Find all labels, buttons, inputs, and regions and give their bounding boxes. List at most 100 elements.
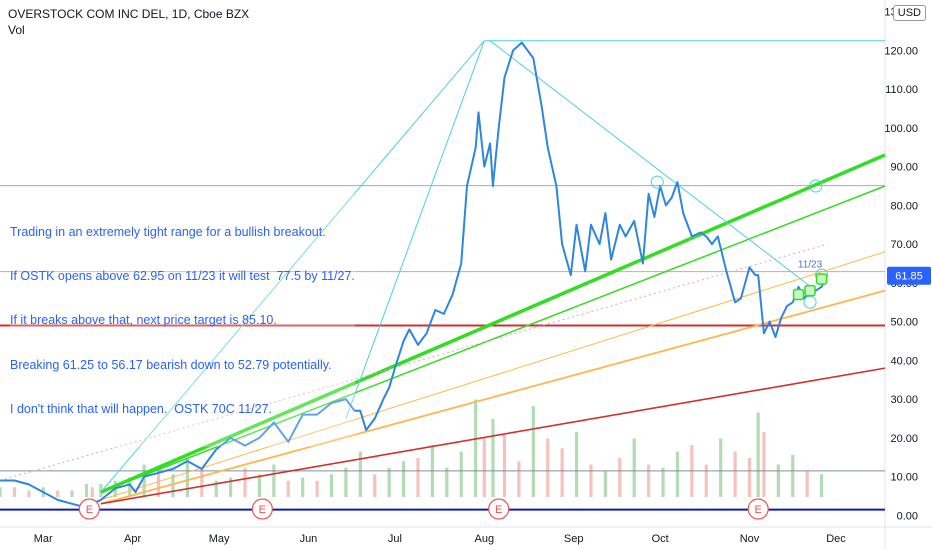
volume-bar (589, 464, 593, 497)
volume-bar (574, 432, 579, 497)
annotation-line: If it breaks above that, next price targ… (10, 313, 277, 328)
chart-header: OVERSTOCK COM INC DEL, 1D, Cboe BZX Vol (8, 6, 249, 38)
volume-bar (819, 474, 824, 497)
volume-bar (329, 474, 334, 497)
volume-bar (704, 464, 708, 497)
x-tick-label: Mar (34, 533, 53, 545)
volume-bar (776, 464, 780, 497)
red-trend-trendline (100, 367, 886, 505)
volume-bar (229, 477, 233, 497)
y-tick-label: 20.00 (890, 433, 918, 445)
volume-bar (762, 432, 766, 497)
volume-bar (531, 406, 535, 497)
last-price-tag (887, 266, 931, 285)
volume-bar (243, 467, 247, 497)
volume-bar (185, 458, 189, 497)
volume-bar (401, 461, 406, 497)
volume-bar (84, 484, 89, 497)
volume-bar (719, 438, 723, 497)
earnings-marker-label: E (495, 504, 502, 516)
y-tick-label: 90.00 (890, 162, 918, 174)
volume-bar (315, 480, 319, 497)
volume-bar (517, 461, 521, 497)
earnings-marker (251, 498, 273, 520)
pivot-marker (803, 295, 817, 309)
currency-badge[interactable]: USD (892, 5, 926, 21)
volume-bar (373, 474, 377, 497)
volume-bar (546, 438, 550, 497)
volume-bar (618, 458, 622, 497)
volume-bar (805, 471, 809, 497)
x-tick-label: Aug (475, 533, 495, 545)
date-marker-label: 11/23 (798, 259, 823, 270)
volume-legend[interactable]: Vol (8, 23, 25, 37)
cyan-right-trendline (489, 40, 817, 292)
cyan-left-b-trendline (345, 40, 485, 419)
volume-bar (128, 477, 132, 497)
earnings-marker-label: E (754, 504, 761, 516)
annotation-text[interactable]: Trading in an extremely tight range for … (10, 195, 355, 447)
y-tick-label: 120.00 (884, 45, 918, 57)
x-tick-label: Dec (826, 533, 846, 545)
volume-bar (632, 438, 636, 497)
y-tick-label: 0.00 (897, 510, 918, 522)
x-tick-label: Apr (124, 533, 141, 545)
y-tick-label: 10.00 (890, 472, 918, 484)
price-series-line (0, 41, 829, 509)
earnings-marker-label: E (86, 504, 93, 516)
volume-bar (257, 474, 262, 497)
y-tick-label: 30.00 (890, 394, 918, 406)
x-tick-label: Jul (388, 533, 402, 545)
volume-bar (358, 451, 362, 497)
volume-bar (171, 474, 175, 497)
volume-bar (214, 480, 218, 497)
volume-bar (56, 490, 60, 497)
volume-bar (387, 467, 391, 497)
green-target-marker (815, 273, 828, 285)
volume-bar (747, 458, 752, 497)
x-tick-label: Jun (300, 533, 318, 545)
volume-bar (286, 480, 290, 497)
volume-bar (791, 454, 795, 497)
volume-bar (445, 467, 449, 497)
green-thin-trendline (100, 185, 886, 493)
volume-bar (756, 412, 760, 497)
y-tick-label: 50.00 (890, 317, 918, 329)
green-thick-trendline (100, 153, 886, 494)
green-target-marker (804, 284, 816, 297)
y-tick-label: 40.00 (890, 355, 918, 367)
annotation-line: I don't think that will happen. OSTK 70C… (10, 402, 273, 417)
earnings-marker (78, 498, 100, 520)
x-tick-label: Oct (652, 533, 669, 545)
last-price-label: 61.85 (895, 271, 923, 283)
pivot-marker (650, 175, 664, 189)
volume-bar (603, 471, 607, 497)
volume-bar (90, 487, 94, 497)
symbol-title[interactable]: OVERSTOCK COM INC DEL, 1D, Cboe BZX (8, 7, 250, 21)
earnings-marker-label: E (259, 504, 266, 516)
x-tick-label: May (209, 533, 230, 545)
volume-bar (0, 487, 2, 497)
volume-bar (733, 451, 737, 497)
x-tick-label: Nov (740, 533, 760, 545)
volume-bar (491, 419, 495, 497)
volume-bar (647, 464, 651, 497)
volume-bar (661, 467, 665, 497)
pink-dotted-trendline (0, 243, 828, 481)
earnings-marker (488, 498, 510, 520)
volume-bar (560, 448, 564, 497)
volume-bar (502, 435, 507, 497)
y-tick-label: 70.00 (890, 239, 918, 251)
volume-bar (675, 451, 680, 497)
annotation-line: Trading in an extremely tight range for … (10, 224, 326, 239)
volume-bar (27, 490, 31, 497)
annotation-line: Breaking 61.25 to 56.17 bearish down to … (10, 357, 332, 372)
volume-bar (459, 451, 463, 497)
volume-bar (142, 464, 146, 497)
volume-bar (474, 399, 478, 497)
volume-bar (272, 464, 276, 497)
cyan-left-a-trendline (100, 40, 485, 493)
y-tick-label: 100.00 (884, 123, 918, 135)
volume-bar (70, 490, 74, 497)
